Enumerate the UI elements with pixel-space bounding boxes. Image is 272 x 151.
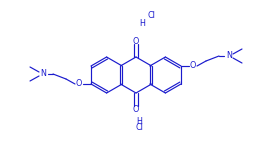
Text: O: O	[76, 79, 82, 88]
Text: N: N	[226, 51, 232, 61]
Text: H: H	[136, 117, 142, 125]
Text: O: O	[133, 37, 139, 45]
Text: Cl: Cl	[135, 124, 143, 132]
Text: N: N	[40, 69, 46, 79]
Text: H: H	[139, 19, 145, 27]
Text: O: O	[133, 104, 139, 114]
Text: O: O	[190, 61, 196, 71]
Text: Cl: Cl	[148, 11, 156, 21]
